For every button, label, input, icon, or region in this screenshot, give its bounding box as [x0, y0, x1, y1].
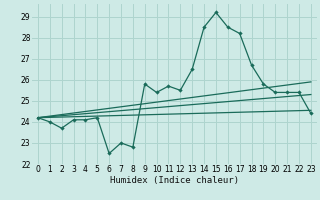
X-axis label: Humidex (Indice chaleur): Humidex (Indice chaleur)	[110, 176, 239, 185]
